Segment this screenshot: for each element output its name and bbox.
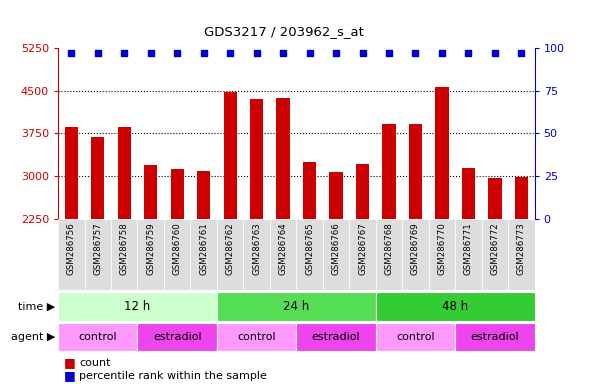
Text: GSM286770: GSM286770 — [437, 222, 447, 275]
Bar — [402, 219, 429, 290]
Bar — [329, 172, 343, 219]
Text: estradiol: estradiol — [153, 332, 202, 342]
Text: control: control — [237, 332, 276, 342]
Point — [225, 50, 235, 56]
Text: GSM286760: GSM286760 — [173, 222, 181, 275]
Text: 24 h: 24 h — [284, 300, 309, 313]
Point — [278, 50, 288, 56]
Bar — [488, 179, 502, 219]
Text: GSM286756: GSM286756 — [67, 222, 76, 275]
Point — [516, 50, 526, 56]
Bar — [455, 219, 481, 290]
Bar — [170, 169, 184, 219]
Text: count: count — [79, 358, 111, 368]
Text: GSM286768: GSM286768 — [384, 222, 393, 275]
Text: GSM286766: GSM286766 — [332, 222, 340, 275]
Text: control: control — [396, 332, 435, 342]
Bar — [137, 219, 164, 290]
Bar — [217, 323, 296, 351]
Text: GDS3217 / 203962_s_at: GDS3217 / 203962_s_at — [204, 25, 364, 38]
Point — [119, 50, 129, 56]
Bar — [111, 219, 137, 290]
Text: GSM286773: GSM286773 — [517, 222, 526, 275]
Bar — [303, 162, 316, 219]
Text: time ▶: time ▶ — [18, 301, 55, 311]
Text: GSM286767: GSM286767 — [358, 222, 367, 275]
Point — [357, 50, 367, 56]
Point — [172, 50, 182, 56]
Point — [490, 50, 500, 56]
Bar — [270, 219, 296, 290]
Bar — [276, 98, 290, 219]
Text: agent ▶: agent ▶ — [10, 332, 55, 342]
Text: GSM286765: GSM286765 — [305, 222, 314, 275]
Text: GSM286769: GSM286769 — [411, 222, 420, 275]
Text: GSM286771: GSM286771 — [464, 222, 473, 275]
Bar — [144, 165, 158, 219]
Point — [464, 50, 474, 56]
Text: GSM286758: GSM286758 — [120, 222, 129, 275]
Bar — [409, 124, 422, 219]
Bar — [356, 164, 369, 219]
Bar — [65, 127, 78, 219]
Bar — [191, 219, 217, 290]
Text: GSM286763: GSM286763 — [252, 222, 261, 275]
Point — [331, 50, 341, 56]
Point — [146, 50, 156, 56]
Point — [252, 50, 262, 56]
Bar — [455, 323, 535, 351]
Bar — [462, 168, 475, 219]
Text: percentile rank within the sample: percentile rank within the sample — [79, 371, 267, 381]
Bar — [382, 124, 396, 219]
Bar — [376, 323, 455, 351]
Text: GSM286772: GSM286772 — [491, 222, 499, 275]
Point — [305, 50, 315, 56]
Text: GSM286764: GSM286764 — [279, 222, 288, 275]
Point — [437, 50, 447, 56]
Bar — [514, 177, 528, 219]
Bar — [137, 323, 217, 351]
Text: 12 h: 12 h — [125, 300, 150, 313]
Bar — [58, 323, 137, 351]
Bar — [84, 219, 111, 290]
Bar — [376, 292, 535, 321]
Text: estradiol: estradiol — [470, 332, 519, 342]
Text: GSM286757: GSM286757 — [93, 222, 102, 275]
Text: GSM286759: GSM286759 — [146, 222, 155, 275]
Text: 48 h: 48 h — [442, 300, 468, 313]
Bar — [58, 219, 84, 290]
Bar — [224, 93, 237, 219]
Text: ■: ■ — [64, 356, 76, 369]
Bar — [250, 99, 263, 219]
Bar — [197, 171, 210, 219]
Bar — [296, 219, 323, 290]
Point — [67, 50, 76, 56]
Bar — [481, 219, 508, 290]
Text: ■: ■ — [64, 369, 76, 382]
Point — [199, 50, 208, 56]
Bar — [429, 219, 455, 290]
Bar — [508, 219, 535, 290]
Bar — [91, 137, 104, 219]
Bar — [243, 219, 270, 290]
Bar — [58, 292, 217, 321]
Bar — [349, 219, 376, 290]
Text: control: control — [78, 332, 117, 342]
Bar — [296, 323, 376, 351]
Bar — [164, 219, 191, 290]
Point — [384, 50, 394, 56]
Bar — [435, 87, 448, 219]
Point — [411, 50, 420, 56]
Text: GSM286762: GSM286762 — [225, 222, 235, 275]
Bar — [117, 127, 131, 219]
Bar — [217, 219, 243, 290]
Bar — [217, 292, 376, 321]
Text: GSM286761: GSM286761 — [199, 222, 208, 275]
Point — [93, 50, 103, 56]
Text: estradiol: estradiol — [312, 332, 360, 342]
Bar — [323, 219, 349, 290]
Bar — [376, 219, 402, 290]
